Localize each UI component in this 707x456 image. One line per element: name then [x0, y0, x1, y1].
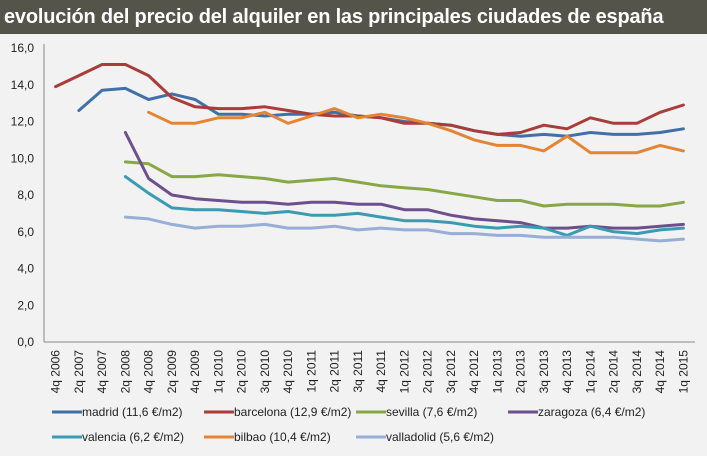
x-tick-label: 1q 2015: [676, 350, 690, 394]
y-tick-label: 4,0: [17, 262, 34, 276]
legend-label: bilbao (10,4 €/m2): [234, 430, 331, 444]
x-tick-label: 2q 2007: [72, 350, 86, 394]
series-line-valencia: [123, 175, 685, 237]
y-tick-label: 8,0: [17, 188, 34, 202]
series-line-sevilla: [123, 160, 685, 208]
y-tick-label: 16,0: [11, 41, 35, 55]
x-tick-label: 4q 2013: [560, 350, 574, 394]
legend-label: zaragoza (6,4 €/m2): [538, 405, 645, 419]
series-line-valladolid: [123, 215, 685, 243]
x-tick-label: 1q 2014: [583, 350, 597, 394]
legend-label: barcelona (12,9 €/m2): [234, 405, 351, 419]
x-tick-label: 2q 2009: [165, 350, 179, 394]
x-tick-label: 4q 2007: [95, 350, 109, 394]
x-tick-label: 4q 2010: [281, 350, 295, 394]
x-tick-label: 1q 2010: [211, 350, 225, 394]
x-tick-label: 3q 2013: [537, 350, 551, 394]
y-tick-label: 12,0: [11, 115, 35, 129]
y-tick-label: 10,0: [11, 151, 35, 165]
x-tick-label: 2q 2014: [607, 350, 621, 394]
x-tick-label: 1q 2012: [397, 350, 411, 394]
y-tick-label: 6,0: [17, 225, 34, 239]
y-tick-label: 2,0: [17, 298, 34, 312]
legend-label: sevilla (7,6 €/m2): [386, 405, 477, 419]
legend-label: valencia (6,2 €/m2): [82, 430, 184, 444]
x-tick-label: 4q 2012: [467, 350, 481, 394]
chart-title: evolución del precio del alquiler en las…: [4, 6, 664, 28]
series-line-zaragoza: [123, 131, 685, 230]
x-tick-label: 2q 2012: [421, 350, 435, 394]
x-tick-label: 4q 2006: [49, 350, 63, 394]
x-tick-label: 4q 2014: [653, 350, 667, 394]
x-tick-label: 4q 2008: [142, 350, 156, 394]
x-tick-label: 4q 2011: [374, 350, 388, 393]
x-tick-label: 2q 2013: [514, 350, 528, 394]
x-tick-label: 3q 2014: [630, 350, 644, 394]
x-tick-label: 3q 2012: [444, 350, 458, 394]
x-tick-label: 4q 2009: [188, 350, 202, 394]
legend-label: madrid (11,6 €/m2): [82, 405, 182, 419]
x-tick-label: 2q 2008: [118, 350, 132, 394]
x-tick-label: 3q 2010: [258, 350, 272, 394]
y-tick-label: 0,0: [17, 335, 34, 349]
x-tick-label: 1q 2013: [490, 350, 504, 394]
title-bar: evolución del precio del alquiler en las…: [0, 0, 707, 34]
x-tick-label: 3q 2011: [351, 350, 365, 393]
y-tick-label: 14,0: [11, 78, 35, 92]
series-line-bilbao: [147, 107, 685, 155]
legend-label: valladolid (5,6 €/m2): [386, 430, 494, 444]
x-tick-label: 1q 2011: [304, 350, 318, 393]
x-tick-label: 2q 2010: [235, 350, 249, 394]
x-tick-label: 2q 2011: [328, 350, 342, 393]
